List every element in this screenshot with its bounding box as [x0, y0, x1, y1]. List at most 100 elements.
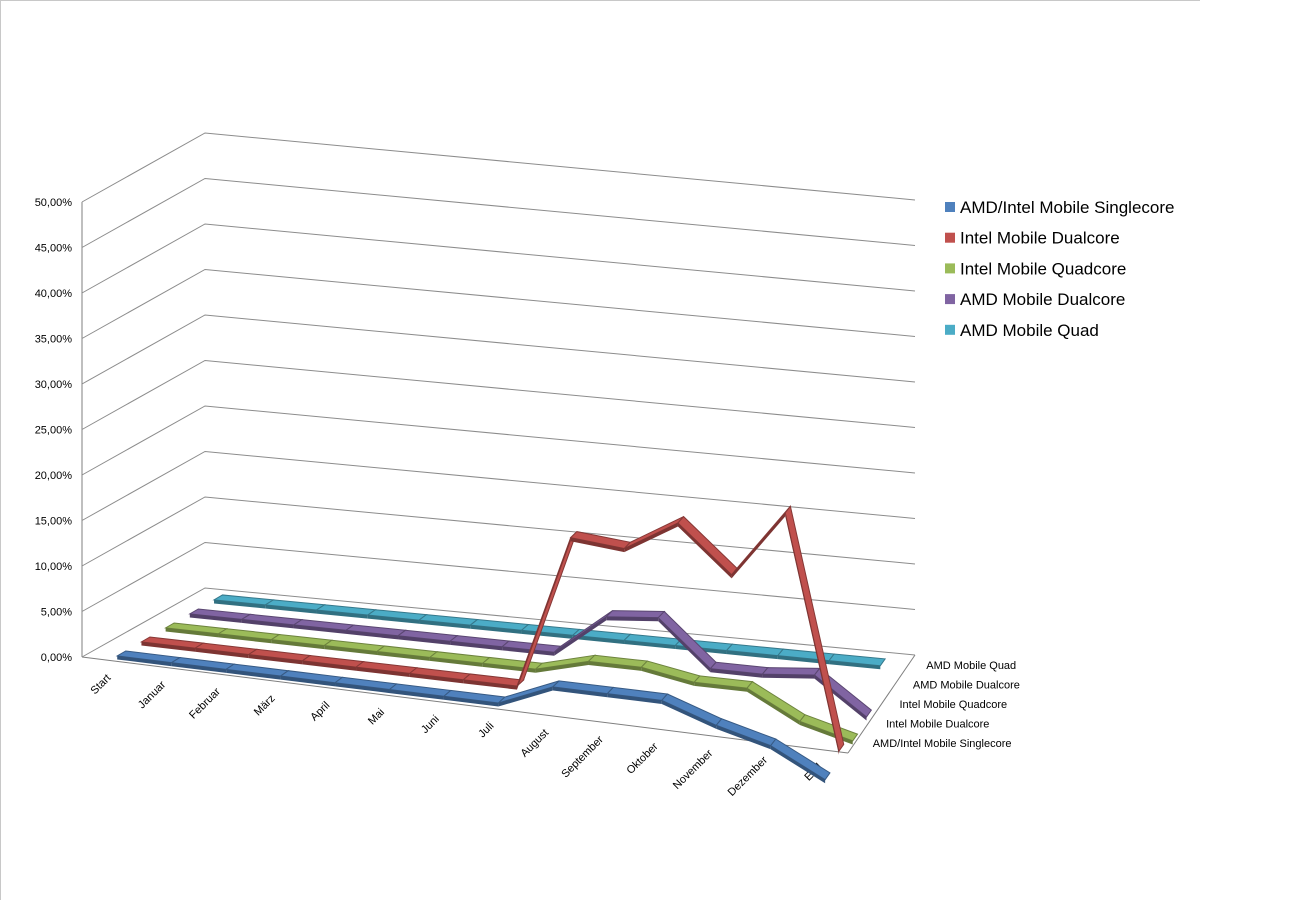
chart-frame-top	[0, 0, 1200, 1]
series-intel-mobile-quadcore	[164, 622, 859, 745]
series-segment-edge	[552, 686, 608, 698]
series-segment-edge	[716, 725, 771, 750]
y-tick-label: 0,00%	[41, 652, 72, 664]
depth-axis-ticks: AMD/Intel Mobile Singlecore Intel Mobile …	[873, 660, 1020, 750]
y-tick-label: 30,00%	[35, 379, 73, 391]
series-segment	[660, 693, 723, 726]
y-tick-label: 25,00%	[35, 425, 73, 437]
x-tick-label: März	[252, 693, 278, 719]
series-segment-edge	[241, 619, 294, 629]
series-segment-edge	[398, 635, 451, 645]
series-segment-edge	[502, 646, 555, 656]
series-segment-edge	[747, 688, 800, 725]
chart-gridlines	[81, 132, 916, 658]
y-tick-label: 50,00%	[35, 197, 73, 209]
series-segment-edge	[409, 673, 464, 684]
depth-tick-label: AMD Mobile Dualcore	[913, 679, 1020, 691]
depth-tick-label: Intel Mobile Dualcore	[886, 719, 989, 731]
series-segment	[605, 610, 666, 619]
legend-label: Intel Mobile Dualcore	[960, 229, 1120, 248]
axis-edge-1	[847, 654, 916, 754]
legend-swatch	[945, 263, 955, 274]
series-segment-edge	[214, 599, 266, 609]
gridline-1	[81, 541, 916, 612]
legend-swatch	[945, 294, 955, 305]
series-segment-edge	[165, 627, 219, 638]
x-tick-label: Start	[89, 672, 114, 697]
series-segment-edge	[345, 630, 399, 640]
series-segment-edge	[554, 616, 607, 656]
legend-swatch	[945, 232, 955, 243]
y-tick-label: 40,00%	[35, 288, 73, 300]
series-amd-intel-mobile-singlecore	[115, 650, 831, 784]
series-segment	[677, 515, 738, 576]
series-segment-edge	[829, 660, 881, 670]
series-segment-edge	[271, 639, 325, 650]
series-segment-edge	[450, 641, 503, 651]
legend-label: AMD/Intel Mobile Singlecore	[960, 198, 1174, 217]
series-segment-edge	[293, 624, 346, 634]
y-tick-label: 35,00%	[35, 334, 73, 346]
series-segment-edge	[377, 651, 430, 661]
series-segment-edge	[762, 674, 815, 679]
legend-label: AMD Mobile Quad	[960, 321, 1099, 340]
series-segment-edge	[226, 669, 281, 680]
x-tick-label: Januar	[136, 679, 169, 712]
series-segment	[784, 505, 845, 753]
series-segment-edge	[429, 657, 483, 667]
legend-label: Intel Mobile Quadcore	[960, 259, 1126, 278]
series-intel-mobile-dualcore	[139, 505, 845, 755]
y-tick-label: 15,00%	[35, 516, 73, 528]
gridline-2	[81, 496, 916, 567]
series-segment-edge	[661, 700, 717, 729]
series-segment-edge	[248, 654, 303, 665]
chart-frame-left	[0, 0, 1, 900]
series-segment-edge	[316, 609, 368, 619]
gridline-5	[81, 359, 916, 430]
series-segment-edge	[356, 667, 410, 678]
series-segment-edge	[770, 745, 826, 784]
depth-tick-label: AMD/Intel Mobile Singlecore	[873, 738, 1012, 750]
series-segment-edge	[171, 662, 227, 673]
x-tick-label: Juni	[419, 713, 442, 736]
legend-label: AMD Mobile Dualcore	[960, 290, 1125, 309]
series-segment-edge	[588, 661, 642, 671]
series-segment	[731, 505, 791, 576]
series-segment-edge	[470, 625, 522, 634]
chart-legend: AMD/Intel Mobile Singlecore Intel Mobile …	[945, 198, 1174, 340]
gridline-10	[81, 132, 916, 203]
series-segment-edge	[324, 645, 378, 656]
series-segment-edge	[607, 693, 662, 704]
legend-swatch	[945, 324, 955, 335]
series-segment-edge	[624, 640, 676, 650]
series-segment-edge	[570, 537, 625, 553]
series-segment	[761, 667, 821, 676]
series-segment-edge	[606, 616, 659, 622]
depth-tick-label: AMD Mobile Quad	[926, 660, 1016, 672]
series-segment-edge	[463, 679, 518, 690]
depth-tick-label: Intel Mobile Quadcore	[900, 699, 1008, 711]
series-segment-edge	[189, 613, 242, 623]
series-segment-edge	[694, 682, 748, 692]
series-segment-edge	[302, 660, 357, 671]
series-segment-edge	[521, 630, 573, 639]
x-tick-label: November	[671, 747, 716, 792]
series-segment-edge	[572, 635, 625, 644]
series-segment-edge	[710, 668, 763, 678]
y-tick-label: 45,00%	[35, 243, 73, 255]
series-segment-edge	[731, 512, 786, 579]
x-tick-label: September	[559, 734, 606, 781]
series-segment-edge	[517, 537, 571, 690]
series-segment-edge	[498, 686, 553, 707]
series-segment	[769, 738, 831, 781]
series-segment-edge	[777, 655, 830, 665]
x-tick-label: August	[518, 727, 551, 760]
gridline-3	[81, 450, 916, 521]
y-tick-label: 5,00%	[41, 607, 72, 619]
gridline-7	[81, 268, 916, 339]
series-segment-edge	[535, 661, 589, 673]
series-segment-edge	[335, 682, 390, 694]
series-segment-edge	[814, 675, 867, 721]
series-segment-edge	[785, 512, 839, 755]
